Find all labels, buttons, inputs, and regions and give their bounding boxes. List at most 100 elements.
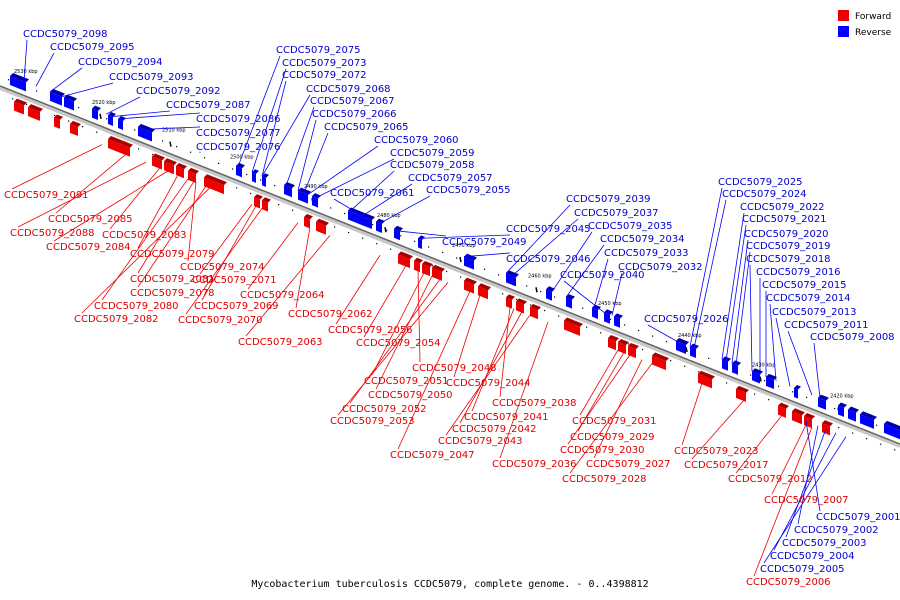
forward-gene-label[interactable]: CCDC5079_2041: [464, 412, 549, 423]
forward-gene-label[interactable]: CCDC5079_2044: [446, 378, 531, 389]
forward-gene-label[interactable]: CCDC5079_2083: [102, 230, 187, 241]
forward-gene[interactable]: [464, 280, 474, 294]
forward-gene[interactable]: [564, 320, 580, 336]
reverse-gene-label[interactable]: CCDC5079_2092: [136, 86, 221, 97]
reverse-gene[interactable]: [722, 359, 728, 371]
reverse-gene[interactable]: [860, 414, 874, 429]
reverse-gene-label[interactable]: CCDC5079_2067: [310, 96, 395, 107]
forward-gene[interactable]: [608, 337, 616, 351]
reverse-gene-label[interactable]: CCDC5079_2003: [782, 538, 867, 549]
reverse-gene[interactable]: [690, 346, 696, 359]
reverse-gene[interactable]: [284, 185, 292, 198]
forward-gene[interactable]: [530, 306, 538, 320]
reverse-gene[interactable]: [752, 371, 760, 384]
forward-gene[interactable]: [262, 200, 268, 212]
forward-gene[interactable]: [120, 143, 130, 157]
reverse-gene-label[interactable]: CCDC5079_2020: [744, 229, 829, 240]
reverse-gene-label[interactable]: CCDC5079_2002: [794, 525, 879, 536]
forward-gene[interactable]: [164, 161, 174, 175]
reverse-gene-label[interactable]: CCDC5079_2098: [23, 29, 108, 40]
reverse-gene[interactable]: [848, 409, 856, 422]
reverse-gene-label[interactable]: CCDC5079_2049: [442, 237, 527, 248]
reverse-gene-label[interactable]: CCDC5079_2095: [50, 42, 135, 53]
forward-gene-label[interactable]: CCDC5079_2071: [192, 275, 277, 286]
forward-gene-label[interactable]: CCDC5079_2050: [368, 390, 453, 401]
reverse-gene-label[interactable]: CCDC5079_2035: [588, 221, 673, 232]
reverse-gene-label[interactable]: CCDC5079_2011: [784, 320, 869, 331]
forward-gene-label[interactable]: CCDC5079_2079: [130, 249, 215, 260]
reverse-gene-label[interactable]: CCDC5079_2059: [390, 148, 475, 159]
reverse-gene[interactable]: [732, 363, 738, 375]
forward-gene[interactable]: [414, 260, 420, 273]
reverse-gene[interactable]: [262, 176, 266, 187]
forward-gene-label[interactable]: CCDC5079_2088: [10, 228, 95, 239]
forward-gene-label[interactable]: CCDC5079_2042: [452, 424, 537, 435]
forward-gene-label[interactable]: CCDC5079_2080: [94, 301, 179, 312]
reverse-gene-label[interactable]: CCDC5079_2066: [312, 109, 397, 120]
reverse-gene[interactable]: [50, 91, 62, 106]
reverse-gene-label[interactable]: CCDC5079_2077: [196, 128, 281, 139]
reverse-gene-label[interactable]: CCDC5079_2075: [276, 45, 361, 56]
forward-gene-label[interactable]: CCDC5079_2085: [48, 214, 133, 225]
forward-gene-label[interactable]: CCDC5079_2064: [240, 290, 325, 301]
reverse-gene-label[interactable]: CCDC5079_2076: [196, 142, 281, 153]
reverse-gene-label[interactable]: CCDC5079_2093: [109, 72, 194, 83]
reverse-gene-label[interactable]: CCDC5079_2068: [306, 84, 391, 95]
reverse-gene-label[interactable]: CCDC5079_2060: [374, 135, 459, 146]
reverse-gene-label[interactable]: CCDC5079_2005: [760, 564, 845, 575]
reverse-gene[interactable]: [818, 397, 826, 410]
reverse-gene-label[interactable]: CCDC5079_2022: [740, 202, 825, 213]
forward-gene-label[interactable]: CCDC5079_2053: [330, 416, 415, 427]
reverse-gene[interactable]: [236, 165, 242, 178]
reverse-gene[interactable]: [64, 97, 74, 111]
reverse-gene-label[interactable]: CCDC5079_2046: [506, 254, 591, 265]
reverse-gene-label[interactable]: CCDC5079_2025: [718, 177, 803, 188]
reverse-gene-label[interactable]: CCDC5079_2001: [816, 512, 900, 523]
forward-gene-label[interactable]: CCDC5079_2078: [130, 288, 215, 299]
forward-gene-label[interactable]: CCDC5079_2091: [4, 190, 89, 201]
reverse-gene-label[interactable]: CCDC5079_2073: [282, 58, 367, 69]
reverse-gene-label[interactable]: CCDC5079_2008: [810, 332, 895, 343]
forward-gene-label[interactable]: CCDC5079_2023: [674, 446, 759, 457]
reverse-gene[interactable]: [118, 118, 123, 130]
reverse-gene[interactable]: [252, 172, 256, 183]
reverse-gene-label[interactable]: CCDC5079_2040: [560, 270, 645, 281]
reverse-gene-label[interactable]: CCDC5079_2061: [330, 188, 415, 199]
reverse-gene-label[interactable]: CCDC5079_2045: [506, 224, 591, 235]
forward-gene-label[interactable]: CCDC5079_2074: [180, 262, 265, 273]
reverse-gene-label[interactable]: CCDC5079_2094: [78, 57, 163, 68]
reverse-gene[interactable]: [794, 388, 798, 399]
forward-gene-label[interactable]: CCDC5079_2012: [728, 474, 813, 485]
forward-gene[interactable]: [14, 101, 24, 115]
forward-gene-label[interactable]: CCDC5079_2048: [412, 363, 497, 374]
forward-gene[interactable]: [698, 373, 712, 389]
forward-gene-label[interactable]: CCDC5079_2082: [74, 314, 159, 325]
forward-gene[interactable]: [28, 107, 40, 121]
reverse-gene-label[interactable]: CCDC5079_2033: [604, 248, 689, 259]
reverse-gene[interactable]: [676, 341, 686, 355]
reverse-gene-label[interactable]: CCDC5079_2072: [282, 70, 367, 81]
forward-gene-label[interactable]: CCDC5079_2030: [560, 445, 645, 456]
forward-gene[interactable]: [478, 286, 488, 300]
forward-gene-label[interactable]: CCDC5079_2007: [764, 495, 849, 506]
reverse-gene[interactable]: [18, 79, 26, 92]
reverse-gene[interactable]: [766, 376, 774, 390]
reverse-gene-label[interactable]: CCDC5079_2004: [770, 551, 855, 562]
forward-gene-label[interactable]: CCDC5079_2047: [390, 450, 475, 461]
reverse-gene-label[interactable]: CCDC5079_2058: [390, 160, 475, 171]
reverse-gene[interactable]: [418, 238, 422, 249]
forward-gene-label[interactable]: CCDC5079_2051: [364, 376, 449, 387]
reverse-gene-label[interactable]: CCDC5079_2018: [746, 254, 831, 265]
reverse-gene-label[interactable]: CCDC5079_2015: [762, 280, 847, 291]
forward-gene-label[interactable]: CCDC5079_2062: [288, 309, 373, 320]
reverse-gene[interactable]: [376, 221, 382, 234]
forward-gene-label[interactable]: CCDC5079_2038: [492, 398, 577, 409]
forward-gene[interactable]: [304, 216, 310, 229]
reverse-gene[interactable]: [546, 289, 552, 301]
forward-gene[interactable]: [108, 138, 120, 153]
forward-gene[interactable]: [316, 221, 326, 235]
forward-gene-label[interactable]: CCDC5079_2027: [586, 459, 671, 470]
reverse-gene[interactable]: [138, 126, 152, 142]
forward-gene-label[interactable]: CCDC5079_2063: [238, 337, 323, 348]
forward-gene[interactable]: [778, 405, 786, 418]
